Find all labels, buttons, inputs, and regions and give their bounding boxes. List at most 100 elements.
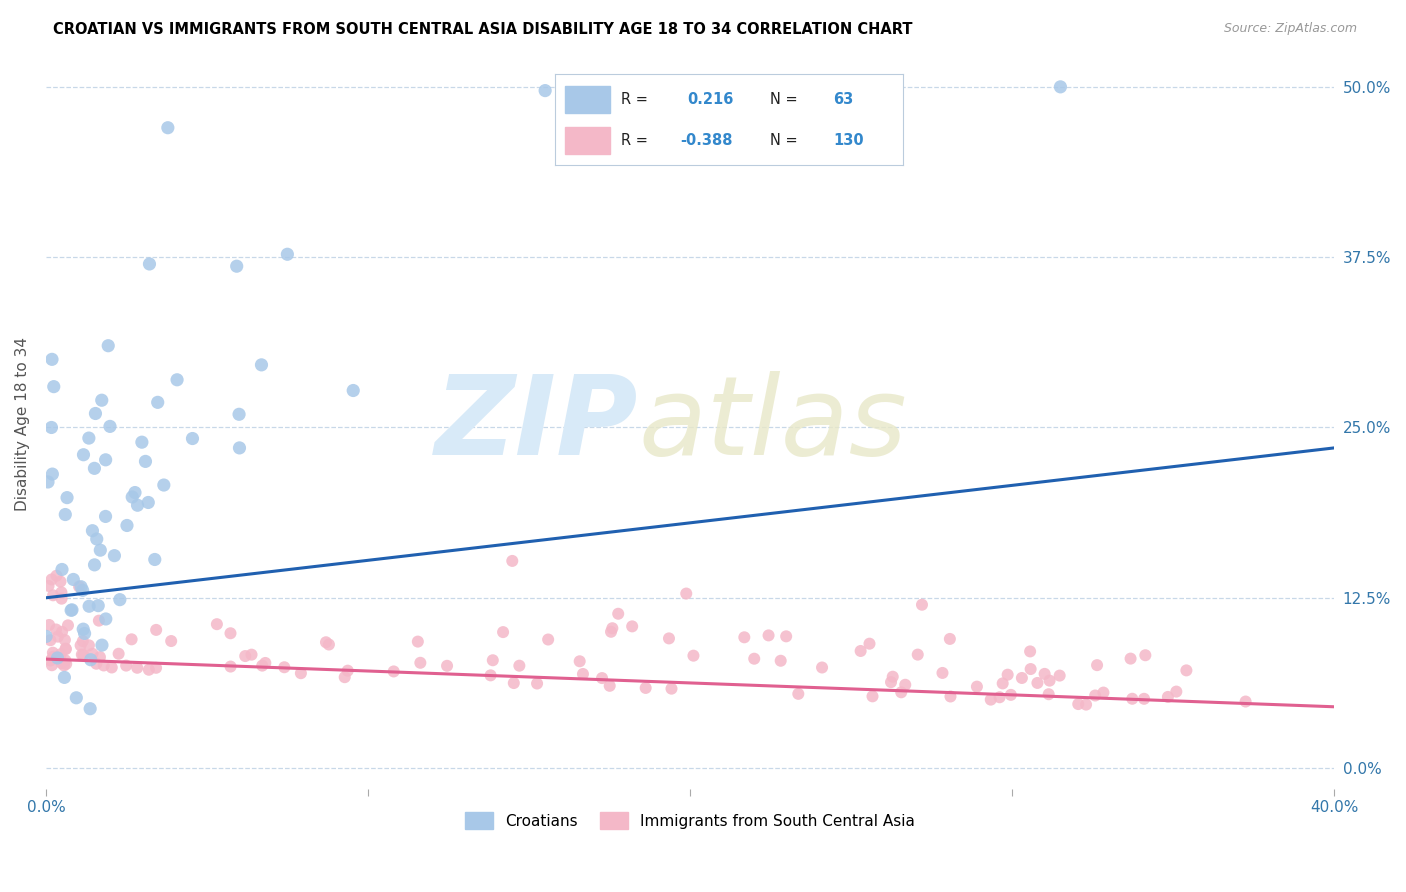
Point	[894, 678, 917, 692]
Point	[315, 635, 337, 649]
Point	[742, 651, 765, 665]
Point	[849, 644, 872, 658]
Point	[41, 352, 63, 367]
Point	[42, 588, 65, 602]
Point	[115, 518, 138, 533]
Text: atlas: atlas	[638, 370, 907, 477]
Point	[60, 603, 83, 617]
Point	[1121, 691, 1143, 706]
Point	[166, 373, 188, 387]
Point	[72, 448, 94, 462]
Point	[51, 562, 73, 576]
Point	[658, 632, 681, 646]
Point	[153, 478, 176, 492]
Point	[1067, 697, 1090, 711]
Point	[89, 650, 111, 665]
Point	[254, 656, 277, 670]
Point	[382, 665, 405, 679]
Point	[93, 658, 115, 673]
Point	[145, 661, 167, 675]
Point	[240, 648, 263, 662]
Point	[136, 495, 159, 509]
Point	[733, 630, 755, 644]
Point	[1019, 662, 1042, 676]
Point	[492, 625, 515, 640]
Point	[56, 618, 79, 632]
Point	[134, 454, 156, 468]
Legend: Croatians, Immigrants from South Central Asia: Croatians, Immigrants from South Central…	[458, 805, 921, 836]
Point	[90, 393, 112, 408]
Text: CROATIAN VS IMMIGRANTS FROM SOUTH CENTRAL ASIA DISABILITY AGE 18 TO 34 CORRELATI: CROATIAN VS IMMIGRANTS FROM SOUTH CENTRA…	[53, 22, 912, 37]
Point	[86, 657, 108, 671]
Point	[143, 552, 166, 566]
Point	[65, 690, 87, 705]
Point	[56, 491, 79, 505]
Point	[103, 549, 125, 563]
Point	[436, 658, 458, 673]
Point	[1157, 690, 1180, 704]
Point	[501, 554, 523, 568]
Text: Source: ZipAtlas.com: Source: ZipAtlas.com	[1223, 22, 1357, 36]
Point	[49, 647, 72, 661]
Point	[333, 670, 356, 684]
Point	[127, 661, 149, 675]
Point	[252, 658, 274, 673]
Point	[41, 420, 63, 434]
Point	[406, 634, 429, 648]
Point	[138, 663, 160, 677]
Point	[67, 580, 90, 594]
Point	[80, 653, 103, 667]
Point	[51, 656, 73, 670]
Point	[55, 642, 77, 657]
Point	[42, 649, 65, 664]
Point	[115, 658, 138, 673]
Point	[634, 681, 657, 695]
Point	[599, 679, 621, 693]
Point	[72, 634, 94, 648]
Point	[600, 624, 623, 639]
Point	[83, 558, 105, 572]
Point	[124, 485, 146, 500]
Point	[42, 646, 65, 660]
Point	[336, 664, 359, 678]
Point	[69, 639, 91, 653]
Point	[890, 685, 912, 699]
Point	[94, 612, 117, 626]
Point	[931, 665, 953, 680]
Point	[39, 633, 62, 648]
Point	[82, 647, 104, 661]
Point	[342, 384, 364, 398]
Point	[73, 626, 96, 640]
Point	[84, 407, 107, 421]
Point	[145, 623, 167, 637]
Point	[1000, 688, 1022, 702]
Point	[70, 648, 93, 662]
Point	[146, 395, 169, 409]
Point	[1011, 671, 1033, 685]
Point	[121, 490, 143, 504]
Point	[939, 632, 962, 646]
Point	[72, 583, 94, 598]
Point	[1166, 684, 1188, 698]
Point	[60, 603, 83, 617]
Point	[219, 659, 242, 673]
Point	[77, 638, 100, 652]
Point	[1133, 691, 1156, 706]
Point	[1019, 644, 1042, 658]
Point	[787, 687, 810, 701]
Point	[939, 690, 962, 704]
Point	[53, 658, 76, 673]
Point	[880, 675, 903, 690]
Point	[83, 461, 105, 475]
Point	[55, 641, 77, 656]
Point	[591, 671, 613, 685]
Point	[1234, 694, 1257, 708]
Point	[138, 257, 160, 271]
Point	[273, 660, 295, 674]
Point	[39, 654, 62, 668]
Point	[87, 614, 110, 628]
Point	[318, 638, 340, 652]
Point	[661, 681, 683, 696]
Point	[94, 509, 117, 524]
Point	[131, 435, 153, 450]
